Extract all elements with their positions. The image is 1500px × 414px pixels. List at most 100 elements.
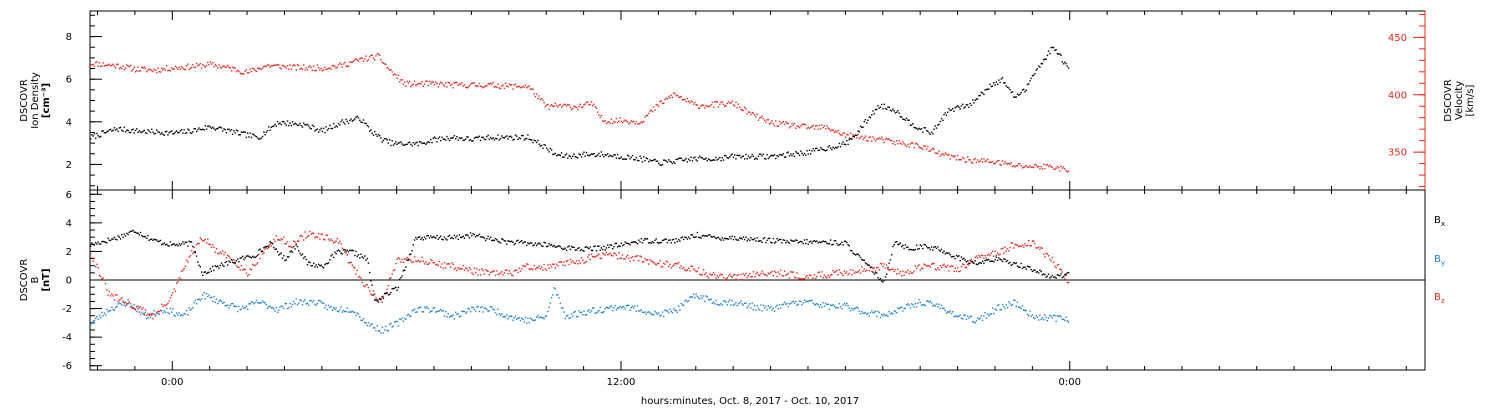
data-point: [247, 72, 249, 74]
data-point: [813, 150, 816, 152]
data-point: [124, 67, 127, 69]
data-point: [945, 114, 948, 116]
data-point: [469, 268, 472, 271]
data-point: [244, 131, 246, 133]
data-point: [685, 157, 687, 160]
data-point: [547, 264, 549, 266]
data-point: [301, 235, 304, 238]
data-point: [199, 63, 201, 65]
data-point: [289, 303, 291, 305]
data-point: [161, 310, 163, 312]
data-point: [584, 155, 586, 157]
data-point: [117, 235, 119, 237]
data-point: [955, 254, 958, 257]
data-point: [296, 124, 299, 127]
data-point: [222, 264, 224, 266]
data-point: [663, 262, 665, 264]
data-point: [656, 262, 659, 265]
data-point: [577, 315, 579, 318]
data-point: [964, 161, 966, 163]
data-point: [218, 126, 220, 129]
data-point: [695, 104, 697, 106]
data-point: [731, 235, 733, 237]
data-point: [386, 288, 388, 290]
data-point: [131, 307, 133, 309]
data-point: [329, 306, 331, 309]
data-point: [745, 153, 747, 156]
data-point: [681, 304, 684, 306]
data-point: [678, 261, 680, 264]
data-point: [391, 71, 393, 73]
data-point: [1031, 75, 1034, 77]
data-point: [676, 94, 679, 97]
data-point: [118, 127, 121, 129]
data-point: [654, 310, 656, 312]
data-point: [451, 315, 453, 317]
data-point: [925, 129, 928, 132]
data-point: [909, 271, 912, 273]
data-point: [777, 239, 779, 242]
data-point: [95, 137, 97, 139]
data-point: [379, 54, 381, 56]
data-point: [208, 243, 210, 245]
data-point: [734, 273, 736, 276]
data-point: [660, 266, 662, 268]
y-axis-title-right-line: [km/s]: [1465, 84, 1476, 116]
data-point: [608, 121, 610, 123]
data-point: [121, 233, 123, 236]
data-point: [762, 117, 765, 120]
data-point: [109, 128, 112, 131]
data-point: [641, 161, 644, 163]
data-point: [944, 265, 946, 267]
data-point: [386, 329, 388, 332]
data-point: [494, 274, 497, 277]
data-point: [90, 324, 92, 326]
data-point: [423, 263, 426, 265]
data-point: [955, 106, 958, 108]
data-point: [715, 101, 717, 103]
data-point: [259, 257, 261, 260]
data-point: [649, 241, 651, 244]
data-point: [106, 289, 108, 291]
data-point: [793, 155, 796, 158]
data-point: [844, 136, 847, 138]
data-point: [720, 160, 722, 162]
data-point: [742, 236, 745, 238]
data-point: [278, 64, 280, 66]
data-point: [940, 117, 943, 120]
data-point: [619, 157, 621, 159]
data-point: [182, 132, 184, 134]
data-point: [129, 64, 132, 67]
data-point: [959, 159, 961, 161]
data-point: [474, 84, 477, 87]
data-point: [161, 67, 163, 69]
data-point: [844, 143, 847, 146]
data-point: [602, 252, 604, 254]
data-point: [844, 304, 847, 306]
data-point: [791, 122, 793, 125]
data-point: [544, 144, 547, 146]
data-point: [1040, 318, 1042, 321]
data-point: [607, 307, 609, 309]
data-point: [300, 234, 302, 237]
data-point: [183, 68, 185, 70]
data-point: [685, 100, 687, 103]
data-point: [488, 274, 490, 276]
data-point: [839, 134, 842, 136]
data-point: [857, 253, 859, 255]
data-point: [124, 305, 127, 307]
data-point: [228, 255, 230, 258]
data-point: [229, 304, 231, 306]
data-point: [334, 241, 336, 243]
data-point: [609, 244, 611, 246]
data-point: [467, 234, 469, 237]
data-point: [563, 261, 565, 263]
data-point: [1067, 67, 1070, 69]
data-point: [933, 262, 935, 265]
data-point: [623, 258, 625, 260]
data-point: [1047, 273, 1050, 275]
data-point: [326, 129, 329, 131]
data-point: [621, 254, 624, 256]
data-point: [808, 127, 811, 130]
data-point: [673, 238, 675, 241]
